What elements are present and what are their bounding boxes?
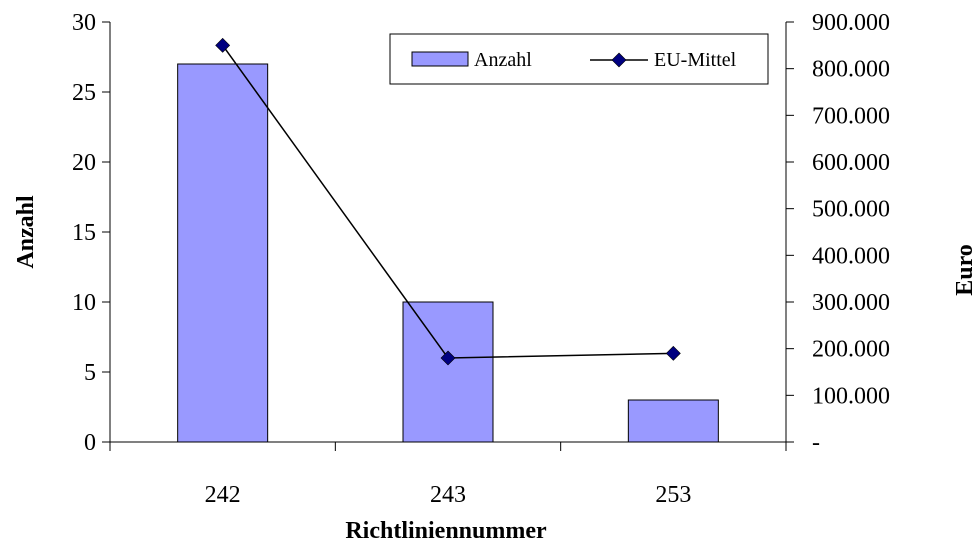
y-tick-label: 25 bbox=[72, 80, 96, 106]
y2-tick-label: 600.000 bbox=[812, 150, 890, 176]
tick-labels-group: 0 5 10 15 20 25 30 - 100.000 200.000 300.000 400.00… bbox=[72, 10, 890, 508]
line-series-group bbox=[215, 37, 681, 366]
bar-243 bbox=[402, 301, 494, 443]
y-tick-label: 15 bbox=[72, 220, 96, 246]
y2-tick-label: 400.000 bbox=[812, 243, 890, 269]
y2-tick-label: - bbox=[812, 430, 820, 456]
axes-group bbox=[102, 21, 794, 451]
legend: Anzahl EU-Mittel bbox=[389, 33, 769, 85]
y2-tick-label: 900.000 bbox=[812, 10, 890, 36]
legend-label-eu-mittel: EU-Mittel bbox=[654, 49, 737, 71]
x-tick-label: 243 bbox=[430, 482, 466, 508]
y2-tick-label: 300.000 bbox=[812, 290, 890, 316]
bar-242 bbox=[177, 63, 269, 443]
y2-axis-title: Euro bbox=[952, 244, 978, 296]
y2-tick-label: 200.000 bbox=[812, 337, 890, 363]
y-tick-label: 30 bbox=[72, 10, 96, 36]
y-tick-label: 20 bbox=[72, 150, 96, 176]
x-tick-label: 253 bbox=[655, 482, 691, 508]
bar-253 bbox=[627, 399, 719, 443]
y-tick-label: 5 bbox=[84, 360, 96, 386]
x-tick-label: 242 bbox=[205, 482, 241, 508]
y2-tick-label: 700.000 bbox=[812, 103, 890, 129]
point-eu-mittel-253 bbox=[665, 345, 681, 361]
y2-tick-label: 800.000 bbox=[812, 57, 890, 83]
y-axis-title: Anzahl bbox=[13, 195, 39, 269]
legend-label-anzahl: Anzahl bbox=[474, 49, 532, 71]
point-eu-mittel-243 bbox=[440, 350, 456, 366]
point-eu-mittel-242 bbox=[215, 37, 231, 53]
y-tick-label: 0 bbox=[84, 430, 96, 456]
x-axis-title: Richtliniennummer bbox=[345, 518, 547, 544]
y2-tick-label: 100.000 bbox=[812, 383, 890, 409]
bars-group bbox=[177, 63, 719, 443]
y-tick-label: 10 bbox=[72, 290, 96, 316]
legend-marker-eu-mittel bbox=[611, 52, 627, 68]
legend-swatch-anzahl bbox=[411, 51, 469, 67]
y2-tick-label: 500.000 bbox=[812, 197, 890, 223]
